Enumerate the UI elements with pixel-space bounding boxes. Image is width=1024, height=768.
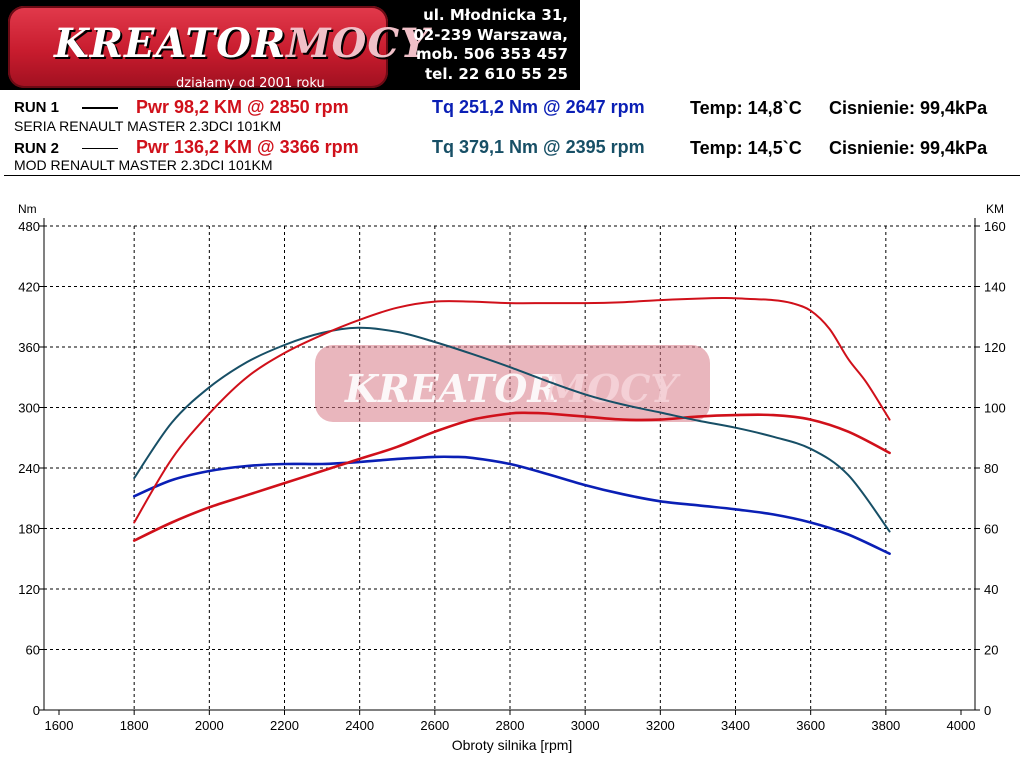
run1-pressure: Cisnienie: 99,4kPa xyxy=(829,98,988,118)
address-line: tel. 22 610 55 25 xyxy=(424,64,568,83)
run1-torque-curve xyxy=(132,455,891,555)
y-right-tick-label: 20 xyxy=(984,643,998,658)
address-line: mob. 506 353 457 xyxy=(416,45,568,63)
run2-torque: Tq 379,1 Nm @ 2395 rpm xyxy=(432,137,645,157)
run2-temp: Temp: 14,5`C xyxy=(690,138,802,158)
x-tick-label: 4000 xyxy=(947,718,976,733)
y-axis-left-label: Nm xyxy=(18,202,37,216)
svg-text:KREATOR: KREATOR xyxy=(344,366,559,411)
x-tick-label: 2400 xyxy=(345,718,374,733)
y-right-tick-label: 40 xyxy=(984,582,998,597)
x-tick-label: 1800 xyxy=(120,718,149,733)
run2-legend-line xyxy=(82,148,118,149)
axes: 1600 1800 2000 2200 2400 2600 2800 3000 3200 3400… xyxy=(18,218,1006,733)
y-left-tick-label: 0 xyxy=(33,703,40,718)
y-right-tick-label: 100 xyxy=(984,401,1006,416)
series xyxy=(132,296,891,555)
y-left-tick-label: 480 xyxy=(18,219,40,234)
y-right-tick-label: 0 xyxy=(984,703,991,718)
run2-torque-curve xyxy=(133,326,891,533)
y-left-tick-label: 240 xyxy=(18,461,40,476)
x-tick-label: 1600 xyxy=(45,718,74,733)
run2-power: Pwr 136,2 KM @ 3366 rpm xyxy=(136,137,359,157)
x-tick-label: 3600 xyxy=(796,718,825,733)
run2-power-curve xyxy=(133,296,891,524)
y-right-tick-label: 140 xyxy=(984,280,1006,295)
x-tick-label: 2800 xyxy=(496,718,525,733)
grid xyxy=(44,225,975,710)
run1-description: SERIA RENAULT MASTER 2.3DCI 101KM xyxy=(14,118,282,134)
chart-frame-top xyxy=(4,175,1020,176)
run1-power: Pwr 98,2 KM @ 2850 rpm xyxy=(136,97,349,117)
run1-label: RUN 1 xyxy=(14,99,60,116)
address-line: ul. Młodnicka 31, xyxy=(423,6,568,24)
y-right-tick-label: 60 xyxy=(984,522,998,537)
x-tick-label: 2600 xyxy=(420,718,449,733)
run2-pressure: Cisnienie: 99,4kPa xyxy=(829,138,988,158)
x-tick-label: 3800 xyxy=(871,718,900,733)
x-tick-label: 3200 xyxy=(646,718,675,733)
address-block: ul. Młodnicka 31, 02-239 Warszawa, mob. … xyxy=(396,6,576,84)
y-left-tick-label: 180 xyxy=(18,522,40,537)
run1-temp: Temp: 14,8`C xyxy=(690,98,802,118)
logo: KREATORMOCY działamy od 2001 roku xyxy=(8,6,429,91)
y-left-tick-label: 300 xyxy=(18,401,40,416)
run1-legend-line xyxy=(82,107,118,109)
logo-wordmark: KREATORMOCY xyxy=(54,20,430,67)
x-tick-label: 2000 xyxy=(195,718,224,733)
y-right-tick-label: 120 xyxy=(984,340,1006,355)
x-axis-label: Obroty silnika [rpm] xyxy=(452,737,573,753)
y-axis-right-label: KM xyxy=(986,202,1004,216)
run1-torque: Tq 251,2 Nm @ 2647 rpm xyxy=(432,97,645,117)
run1-power-curve xyxy=(132,411,891,542)
x-tick-label: 2200 xyxy=(270,718,299,733)
x-tick-label: 3400 xyxy=(721,718,750,733)
y-right-tick-label: 80 xyxy=(984,461,998,476)
run2-description: MOD RENAULT MASTER 2.3DCI 101KM xyxy=(14,157,273,173)
y-left-tick-label: 60 xyxy=(26,643,40,658)
address-line: 02-239 Warszawa, xyxy=(413,25,568,44)
logo-tagline: działamy od 2001 roku xyxy=(176,76,325,91)
y-right-tick-label: 160 xyxy=(984,219,1006,234)
y-left-tick-label: 420 xyxy=(18,280,40,295)
header-banner: KREATORMOCY działamy od 2001 roku ul. Mł… xyxy=(0,0,580,91)
svg-text:MOCY: MOCY xyxy=(543,366,681,411)
run2-label: RUN 2 xyxy=(14,140,60,157)
y-left-tick-label: 360 xyxy=(18,340,40,355)
x-tick-label: 3000 xyxy=(571,718,600,733)
y-left-tick-label: 120 xyxy=(18,582,40,597)
